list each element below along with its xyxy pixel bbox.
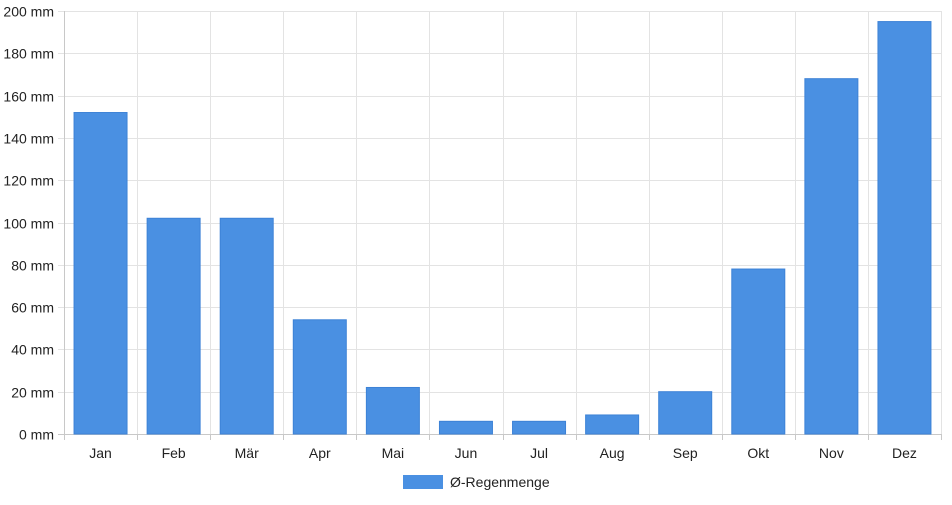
x-tick-label: Okt xyxy=(747,445,769,461)
bar-sep[interactable] xyxy=(658,391,713,435)
y-tick-label: 140 mm xyxy=(3,131,54,147)
bar-apr[interactable] xyxy=(292,319,347,435)
y-tick-label: 120 mm xyxy=(3,173,54,189)
bar-jul[interactable] xyxy=(512,420,567,435)
bars-layer xyxy=(73,21,932,435)
y-tick-label: 180 mm xyxy=(3,46,54,62)
x-tick-label: Sep xyxy=(673,445,698,461)
bar-mär[interactable] xyxy=(219,217,274,435)
x-tick-label: Jun xyxy=(455,445,478,461)
legend-swatch[interactable] xyxy=(403,475,443,489)
bar-jun[interactable] xyxy=(438,420,493,435)
bar-feb[interactable] xyxy=(146,217,201,435)
x-tick-label: Jul xyxy=(530,445,548,461)
bar-aug[interactable] xyxy=(585,414,640,435)
x-tick-label: Feb xyxy=(162,445,186,461)
y-tick-label: 100 mm xyxy=(3,216,54,232)
bar-mai[interactable] xyxy=(365,386,420,435)
x-tick-label: Dez xyxy=(892,445,917,461)
bar-dez[interactable] xyxy=(877,21,932,435)
legend-label[interactable]: Ø-Regenmenge xyxy=(450,474,550,490)
x-tick-label: Mai xyxy=(382,445,405,461)
bar-nov[interactable] xyxy=(804,78,859,435)
y-tick-label: 40 mm xyxy=(11,342,54,358)
y-tick-label: 0 mm xyxy=(19,427,54,443)
x-tick-label: Jan xyxy=(89,445,112,461)
legend[interactable]: Ø-Regenmenge xyxy=(403,474,550,490)
y-tick-label: 60 mm xyxy=(11,300,54,316)
y-tick-label: 80 mm xyxy=(11,258,54,274)
x-tick-label: Nov xyxy=(819,445,844,461)
x-tick-label: Apr xyxy=(309,445,331,461)
axes-layer: 0 mm 20 mm 40 mm 60 mm 80 mm 100 mm 120 mm 140 … xyxy=(3,4,942,461)
bar-jan[interactable] xyxy=(73,112,128,435)
bar-okt[interactable] xyxy=(731,268,786,435)
y-tick-label: 200 mm xyxy=(3,4,54,20)
y-tick-label: 160 mm xyxy=(3,89,54,105)
grid-layer xyxy=(58,11,942,435)
x-tick-label: Aug xyxy=(600,445,625,461)
x-tick-label: Mär xyxy=(235,445,259,461)
y-tick-label: 20 mm xyxy=(11,385,54,401)
